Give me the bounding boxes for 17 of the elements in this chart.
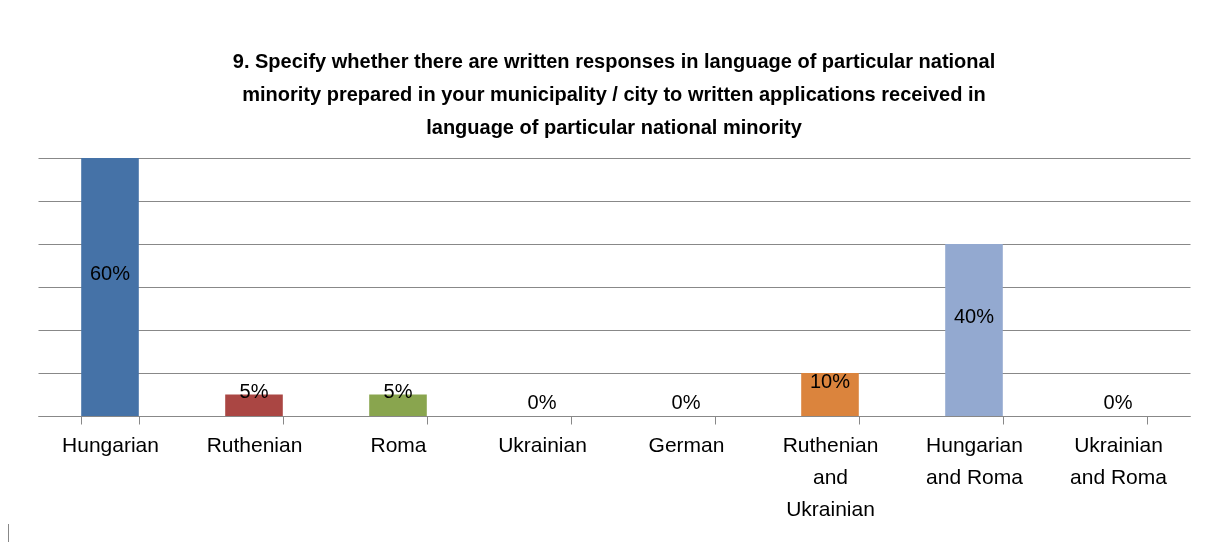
x-tick-label: Ruthenian xyxy=(206,432,303,456)
data-label: 10% xyxy=(809,369,851,392)
x-tick-label: German xyxy=(648,432,725,456)
bar xyxy=(945,244,1003,416)
x-tick-label: Ukrainian and Roma xyxy=(1070,432,1168,488)
data-label: 0% xyxy=(671,391,701,413)
data-label: 60% xyxy=(89,262,131,284)
data-label: 0% xyxy=(1103,391,1133,413)
x-tick-label: Ukrainian xyxy=(498,432,587,456)
x-tick-label: Hungarian xyxy=(62,432,159,456)
data-label: 0% xyxy=(527,391,557,413)
data-label: 40% xyxy=(953,305,995,327)
x-tick-label: Roma xyxy=(370,432,427,456)
chart-title: 9. Specify whether there are written responses in language of particular national minority prepared in your municipality / city to written applications received in language of particular national minority xyxy=(232,50,996,138)
x-tick-label: Hungarian and Roma xyxy=(926,432,1024,488)
x-tick-label: Ruthenian and Ukrainian xyxy=(782,432,879,520)
bar xyxy=(81,158,139,416)
